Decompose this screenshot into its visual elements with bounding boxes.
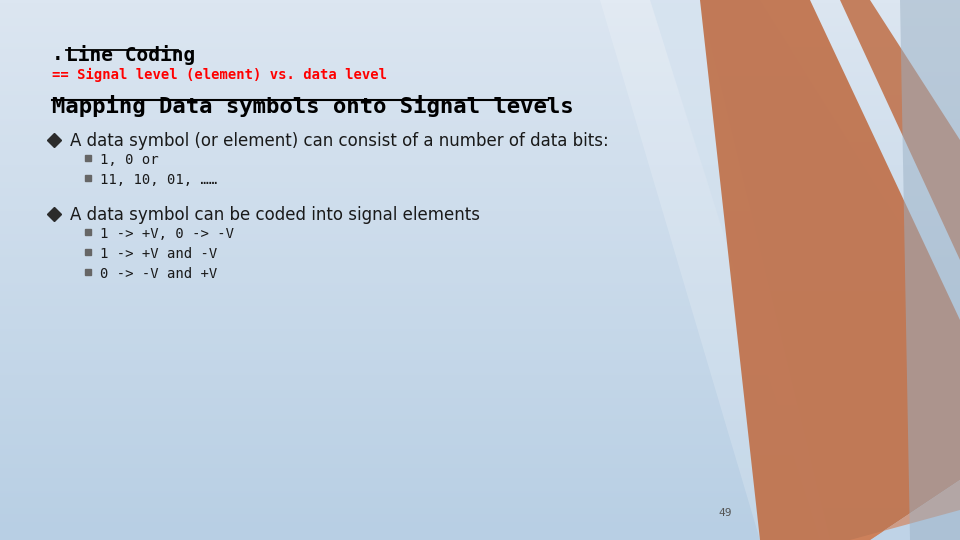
Text: 11, 10, 01, ……: 11, 10, 01, …… [100,173,217,187]
Polygon shape [650,0,960,540]
Text: 1 -> +V, 0 -> -V: 1 -> +V, 0 -> -V [100,227,234,241]
Text: Line Coding: Line Coding [66,45,195,65]
Polygon shape [900,0,960,540]
Text: 1, 0 or: 1, 0 or [100,153,158,167]
Polygon shape [600,0,830,540]
Text: 49: 49 [718,508,732,518]
Text: A data symbol (or element) can consist of a number of data bits:: A data symbol (or element) can consist o… [70,132,609,150]
Text: A data symbol can be coded into signal elements: A data symbol can be coded into signal e… [70,206,480,224]
Polygon shape [700,0,960,540]
Polygon shape [790,0,960,260]
Text: == Signal level (element) vs. data level: == Signal level (element) vs. data level [52,68,387,82]
Text: 1 -> +V and -V: 1 -> +V and -V [100,247,217,261]
Polygon shape [820,480,960,540]
Text: 0 -> -V and +V: 0 -> -V and +V [100,267,217,281]
Text: .: . [52,45,76,64]
Text: Mapping Data symbols onto Signal levels: Mapping Data symbols onto Signal levels [52,95,574,117]
